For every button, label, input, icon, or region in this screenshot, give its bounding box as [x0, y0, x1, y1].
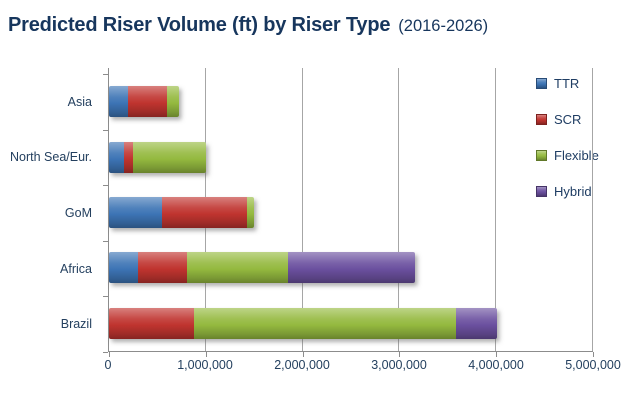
bar-segment-flexible [133, 141, 206, 173]
y-axis-tick [103, 129, 108, 131]
legend-item-ttr: TTR [536, 76, 599, 91]
y-axis-tick [103, 185, 108, 187]
stacked-bar [109, 86, 180, 118]
bar-segment-flexible [167, 86, 180, 118]
legend-item-flexible: Flexible [536, 148, 599, 163]
bar-segment-scr [138, 252, 187, 284]
x-axis-tick [593, 352, 594, 357]
category-label-asia: Asia [67, 94, 92, 109]
stacked-bar [109, 252, 415, 284]
y-axis-tick [103, 240, 108, 242]
x-axis-tick-labels: 0 1,000,000 2,000,000 3,000,000 4,000,000 5,0… [104, 358, 621, 376]
x-axis-tick-label: 3,000,000 [371, 358, 427, 372]
legend-item-scr: SCR [536, 112, 599, 127]
legend: TTR SCR Flexible Hybrid [536, 76, 599, 199]
x-axis-tick [109, 352, 110, 357]
x-axis-tick-label: 4,000,000 [468, 358, 524, 372]
gridline [398, 68, 400, 351]
stacked-bar [109, 197, 255, 229]
plot-area [103, 68, 594, 357]
legend-label: Flexible [554, 148, 599, 163]
legend-label: SCR [554, 112, 582, 127]
bar-segment-scr [128, 86, 168, 118]
chart-title-main: Predicted Riser Volume (ft) by Riser Typ… [8, 14, 391, 36]
x-axis-tick [399, 352, 401, 357]
bars-layer [109, 74, 593, 351]
gridline [592, 68, 593, 351]
x-axis-tick-label: 1,000,000 [177, 358, 233, 372]
category-label-north-sea-eur-: North Sea/Eur. [10, 150, 92, 165]
y-axis-tick [103, 352, 108, 353]
chart-title-years: (2016-2026) [398, 17, 489, 35]
bar-row-africa [109, 240, 593, 295]
y-axis-tick [103, 74, 108, 75]
bar-segment-ttr [109, 86, 129, 118]
legend-label: Hybrid [554, 184, 592, 199]
x-axis-tick-label: 5,000,000 [565, 358, 621, 372]
legend-swatch-scr [536, 114, 547, 125]
x-axis-tick [302, 352, 304, 357]
category-label-africa: Africa [60, 261, 92, 276]
bar-segment-hybrid [455, 307, 497, 339]
x-axis-tick-label: 2,000,000 [274, 358, 330, 372]
stacked-bar [109, 141, 206, 173]
bar-segment-hybrid [288, 252, 415, 284]
gridline [495, 68, 497, 351]
y-axis-category-labels: Asia North Sea/Eur. GoM Africa Brazil [0, 74, 100, 352]
bar-row-asia [109, 74, 593, 129]
bar-segment-flexible [247, 197, 255, 229]
bar-segment-ttr [109, 141, 124, 173]
y-axis-tick [103, 296, 108, 298]
legend-swatch-hybrid [536, 186, 547, 197]
bar-row-gom [109, 185, 593, 240]
category-label-gom: GoM [64, 205, 92, 220]
chart-title: Predicted Riser Volume (ft) by Riser Typ… [8, 14, 488, 37]
x-axis-tick [496, 352, 498, 357]
bar-segment-scr [162, 197, 248, 229]
bar-segment-ttr [109, 252, 139, 284]
bar-segment-ttr [109, 197, 163, 229]
legend-swatch-ttr [536, 78, 547, 89]
gridline [301, 68, 303, 351]
bar-segment-flexible [193, 307, 456, 339]
legend-label: TTR [554, 76, 580, 91]
bar-segment-flexible [186, 252, 289, 284]
bar-row-north-sea-eur- [109, 129, 593, 184]
x-axis-tick [205, 352, 207, 357]
bar-segment-scr [123, 141, 134, 173]
stacked-bar [109, 307, 497, 339]
bar-segment-scr [109, 307, 194, 339]
legend-item-hybrid: Hybrid [536, 184, 599, 199]
bar-row-brazil [109, 296, 593, 351]
category-label-brazil: Brazil [60, 317, 92, 332]
x-axis-tick-label: 0 [104, 358, 112, 372]
legend-swatch-flexible [536, 150, 547, 161]
